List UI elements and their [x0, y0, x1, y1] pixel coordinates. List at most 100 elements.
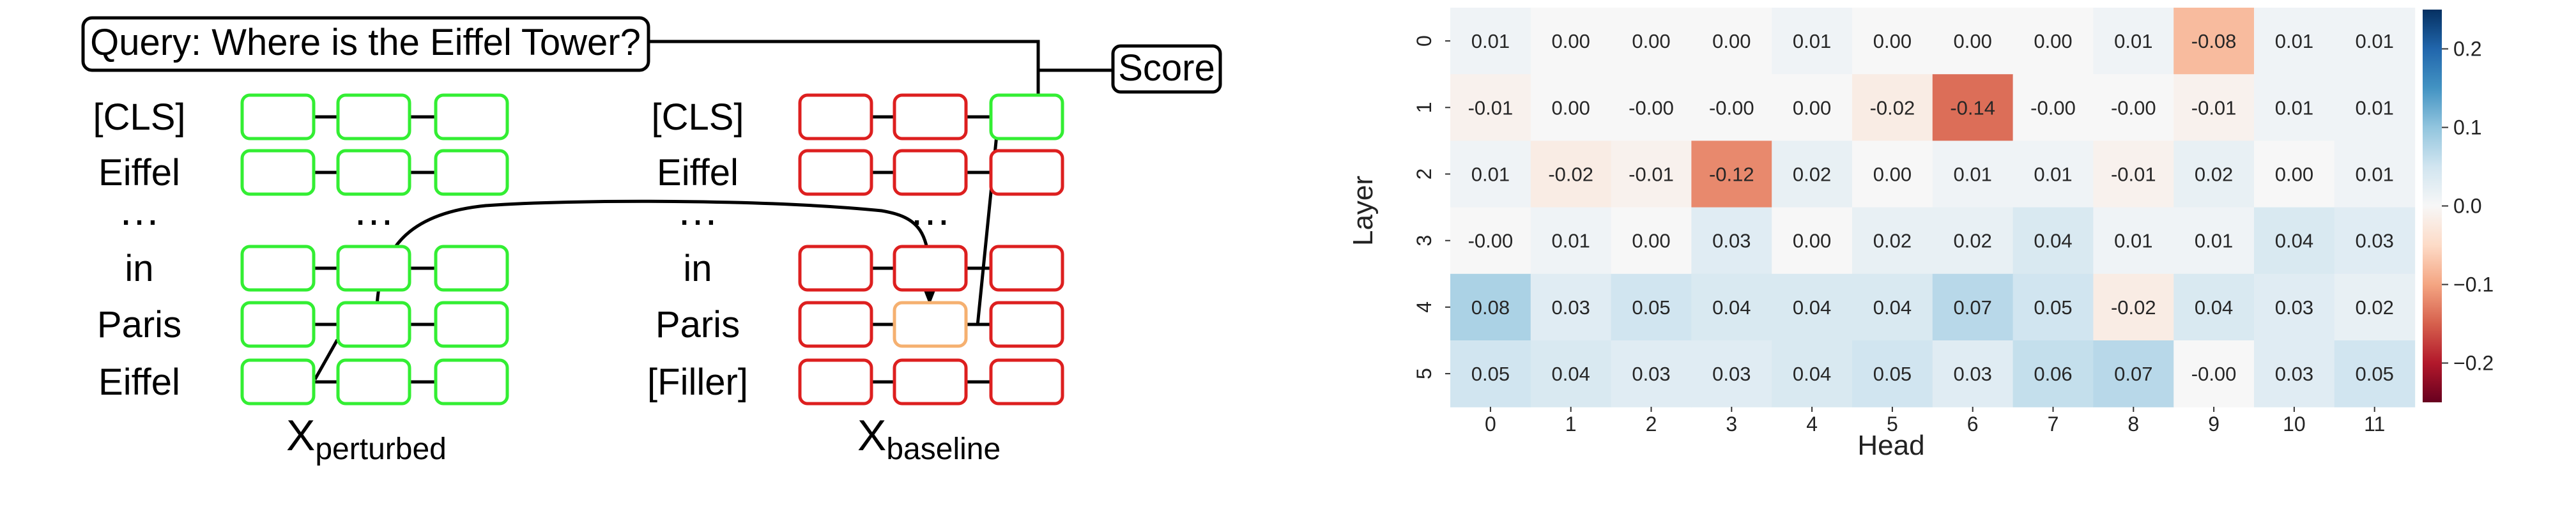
heatmap-cell: [1852, 207, 1933, 275]
heatmap-cell: [1852, 74, 1933, 141]
heatmap-cell-value: 0.04: [1793, 296, 1831, 319]
heatmap-cell-value: 0.00: [2034, 30, 2072, 52]
perturbed-token-label: Eiffel: [98, 361, 180, 403]
x-tick-label: 1: [1565, 413, 1577, 436]
heatmap-cell-value: 0.00: [1552, 96, 1590, 119]
heatmap-cell: [1852, 140, 1933, 208]
heatmap-cell: [2012, 140, 2094, 208]
heatmap-cell-value: -0.08: [2191, 30, 2237, 52]
perturbed-hidden-state-box: [434, 93, 509, 140]
baseline-hidden-state-box: [798, 301, 873, 348]
heatmap-cell: [2012, 74, 2094, 141]
heatmap-cell-value: 0.05: [2356, 363, 2394, 385]
heatmap-cell-value: 0.00: [1793, 230, 1831, 252]
heatmap-cell-value: -0.12: [1709, 163, 1754, 186]
y-tick-label: 1: [1413, 102, 1436, 113]
heatmap-cell: [2093, 8, 2174, 75]
perturbed-hidden-state-box: [240, 93, 316, 140]
heatmap-cell: [1450, 140, 1531, 208]
heatmap-cell-value: 0.03: [1712, 230, 1751, 252]
x-tick-label: 5: [1887, 413, 1898, 436]
heatmap-cell: [2174, 207, 2255, 275]
heatmap-cell-value: 0.03: [2356, 230, 2394, 252]
heatmap-cell: [2012, 273, 2094, 341]
y-tick-label: 3: [1413, 235, 1436, 247]
heatmap-cell: [2254, 273, 2335, 341]
baseline-token-label: Paris: [656, 304, 740, 345]
y-tick-label: 5: [1413, 368, 1436, 379]
heatmap-cell: [1852, 8, 1933, 75]
heatmap-cell-value: 0.04: [1793, 363, 1831, 385]
baseline-hidden-state-box: [989, 301, 1064, 348]
x-tick-label: 2: [1646, 413, 1657, 436]
heatmap-cell-value: -0.02: [2111, 296, 2156, 319]
heatmap-cell: [1932, 340, 2014, 407]
heatmap-cell-value: 0.02: [2195, 163, 2233, 186]
heatmap-cell: [1450, 74, 1531, 141]
x-tick-label: 9: [2208, 413, 2220, 436]
heatmap-cell: [2093, 74, 2174, 141]
heatmap-cell-value: -0.02: [1548, 163, 1593, 186]
perturbed-hidden-state-box: [240, 149, 316, 196]
heatmap-cell: [1852, 273, 1933, 341]
heatmap-cell: [2012, 207, 2094, 275]
heatmap-cell: [1772, 8, 1853, 75]
heatmap-cell: [2174, 74, 2255, 141]
heatmap-cell: [2093, 140, 2174, 208]
baseline-hidden-state-box: [798, 149, 873, 196]
heatmap-cell: [1772, 140, 1853, 208]
colorbar-tick-label: 0.0: [2453, 195, 2481, 218]
heatmap-cell: [2174, 140, 2255, 208]
baseline-hidden-state-box: [989, 245, 1064, 292]
perturbed-hidden-state-box: [434, 301, 509, 348]
grid-ellipsis: …: [353, 186, 395, 234]
colorbar-tick-label: −0.2: [2453, 352, 2494, 375]
heatmap-cell: [2334, 340, 2416, 407]
heatmap-cell-value: 0.05: [1632, 296, 1670, 319]
perturbed-hidden-state-box: [336, 149, 411, 196]
query-text: Query: Where is the Eiffel Tower?: [90, 22, 641, 63]
heatmap-cell-value: 0.00: [1712, 30, 1751, 52]
heatmap-cell: [1450, 273, 1531, 341]
perturbed-hidden-state-box: [336, 301, 411, 348]
heatmap-cell-value: 0.00: [2275, 163, 2313, 186]
y-tick-label: 2: [1413, 169, 1436, 180]
heatmap-y-ticks: 0 1 2 3 4 5: [1413, 35, 1450, 379]
perturbed-hidden-state-box: [336, 358, 411, 406]
heatmap-cell: [2093, 340, 2174, 407]
perturbed-hidden-state-box: [434, 245, 509, 292]
heatmap-cell: [1932, 273, 2014, 341]
heatmap-cell-value: -0.01: [2111, 163, 2156, 186]
heatmap-cell-value: 0.03: [1552, 296, 1590, 319]
heatmap-cell: [2334, 207, 2416, 275]
perturbed-caption: Xperturbed: [286, 411, 447, 466]
heatmap-cell: [1932, 74, 2014, 141]
colorbar-tick-label: 0.1: [2453, 116, 2481, 139]
heatmap-cell-value: -0.00: [2030, 96, 2076, 119]
baseline-hidden-state-box: [989, 149, 1064, 196]
heatmap-cell-value: 0.01: [2195, 230, 2233, 252]
heatmap-cell: [1932, 8, 2014, 75]
heatmap-cell: [2334, 273, 2416, 341]
heatmap-cell: [2334, 74, 2416, 141]
heatmap-cell: [2254, 140, 2335, 208]
heatmap-cell-value: 0.01: [2114, 230, 2152, 252]
heatmap-cell-value: 0.05: [1873, 363, 1912, 385]
x-tick-label: 10: [2283, 413, 2306, 436]
heatmap-cell-value: 0.02: [1793, 163, 1831, 186]
heatmap-cell-value: 0.02: [2356, 296, 2394, 319]
heatmap-cell-value: 0.06: [2034, 363, 2072, 385]
heatmap-cell: [2254, 207, 2335, 275]
heatmap-cell-value: 0.03: [1712, 363, 1751, 385]
perturbed-hidden-state-box: [336, 93, 411, 140]
heatmap-cell: [2093, 273, 2174, 341]
baseline-token-label: Eiffel: [657, 152, 739, 194]
heatmap-cell-value: 0.01: [2356, 30, 2394, 52]
heatmap-cell-value: 0.04: [1712, 296, 1751, 319]
perturbed-hidden-state-box: [336, 245, 411, 292]
heatmap-cell: [2174, 8, 2255, 75]
heatmap-cell-value: 0.00: [1793, 96, 1831, 119]
perturbed-token-label: Eiffel: [98, 152, 180, 194]
heatmap-cell-value: 0.02: [1873, 230, 1912, 252]
